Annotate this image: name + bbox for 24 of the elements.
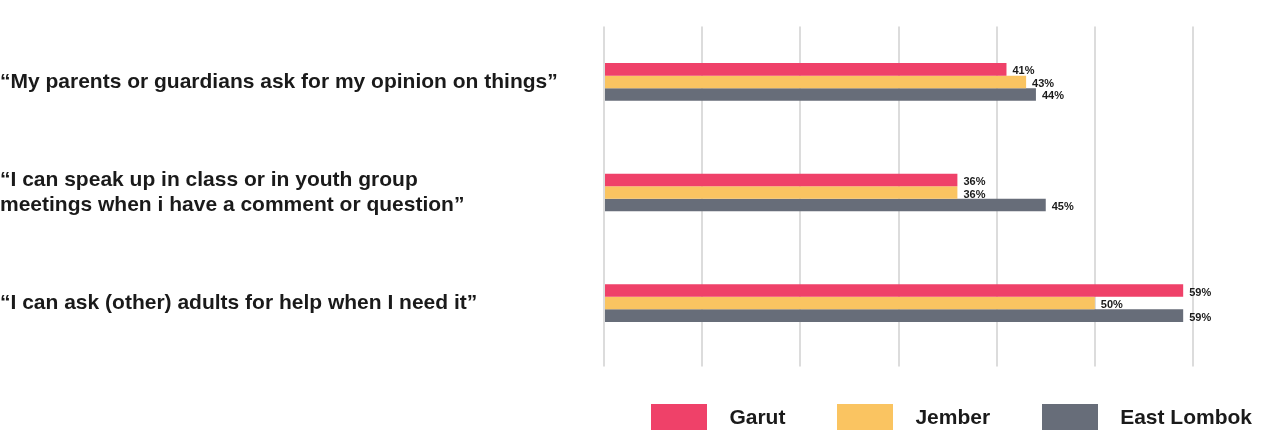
data-label: 44% [1041,89,1065,102]
data-label: 36% [963,175,986,187]
legend-label: Jember [915,405,991,429]
bar [605,173,958,187]
bar [605,284,1184,297]
data-label: 45% [1051,200,1074,213]
y-tick-label: “My parents or guardians ask for my opinion on things” [0,68,558,92]
bar [605,88,1036,101]
data-label: 43% [1032,76,1055,89]
bar [605,198,1046,212]
bar [605,296,1095,310]
data-label: 41% [1012,64,1035,77]
y-tick-label: “I can speak up in class or in youth group meetings when i have a comment or question” [0,166,465,215]
bar [605,75,1027,89]
bar [605,186,958,199]
data-label: 59% [1189,310,1212,323]
legend-label: East Lombok [1120,405,1252,429]
bar [605,63,1007,76]
data-label: 36% [963,187,986,200]
legend-label: Garut [729,405,786,429]
data-label: 59% [1189,285,1212,298]
bar [605,309,1184,322]
data-label: 50% [1100,298,1124,311]
y-tick-label: “I can ask (other) adults for help when I need it” [0,289,478,313]
